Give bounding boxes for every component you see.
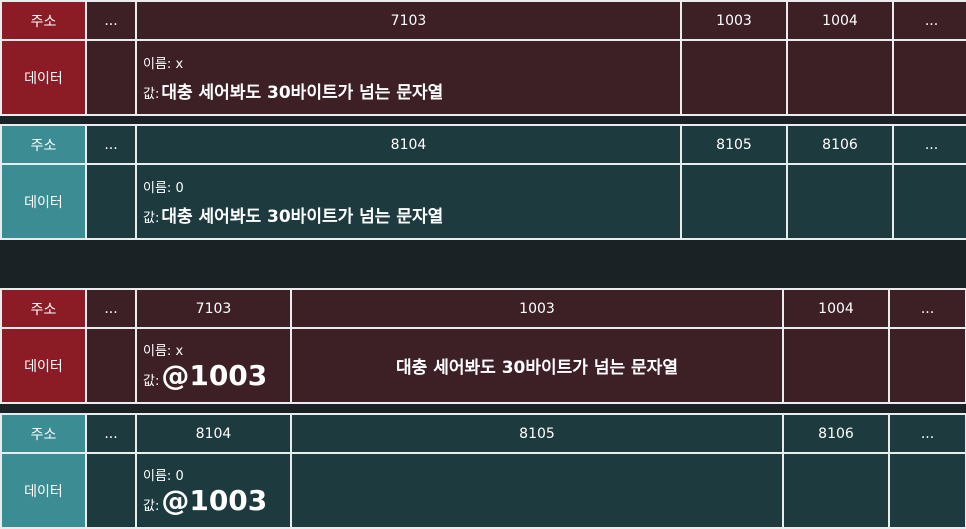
data-empty-right bbox=[894, 165, 966, 238]
data-label: 데이터 bbox=[2, 41, 85, 114]
address-1004: 1004 bbox=[788, 2, 892, 39]
address-ellipsis-right: ... bbox=[894, 2, 966, 39]
address-1003: 1003 bbox=[682, 2, 786, 39]
data-label: 데이터 bbox=[2, 454, 85, 527]
memory-table-1: 주소 ... 7103 1003 1004 ... 데이터 이름: x 값: 대충… bbox=[0, 0, 966, 116]
variable-name: 이름: x bbox=[143, 344, 184, 359]
data-empty-2 bbox=[784, 329, 888, 402]
variable-pointer: 값: @1003 bbox=[143, 359, 268, 392]
data-empty-left bbox=[87, 165, 135, 238]
variable-value: 값: 대충 세어봐도 30바이트가 넘는 문자열 bbox=[143, 82, 444, 103]
variable-cell: 이름: x 값: 대충 세어봐도 30바이트가 넘는 문자열 bbox=[137, 41, 680, 114]
address-ellipsis-right: ... bbox=[894, 126, 966, 163]
address-ellipsis-left: ... bbox=[87, 415, 135, 452]
data-empty-left bbox=[87, 41, 135, 114]
data-label: 데이터 bbox=[2, 329, 85, 402]
address-ellipsis-right: ... bbox=[890, 415, 965, 452]
string-data: 대충 세어봐도 30바이트가 넘는 문자열 bbox=[292, 329, 782, 402]
data-empty-right bbox=[890, 329, 965, 402]
address-label: 주소 bbox=[2, 415, 85, 452]
address-label: 주소 bbox=[2, 2, 85, 39]
variable-name: 이름: 0 bbox=[143, 469, 184, 484]
data-empty-left bbox=[87, 454, 135, 527]
data-empty-2 bbox=[788, 165, 892, 238]
address-1004: 1004 bbox=[784, 290, 888, 327]
address-8104: 8104 bbox=[137, 415, 290, 452]
address-1003: 1003 bbox=[292, 290, 782, 327]
data-empty-2 bbox=[788, 41, 892, 114]
variable-name: 이름: 0 bbox=[143, 180, 184, 196]
memory-table-2: 주소 ... 8104 8105 8106 ... 데이터 이름: 0 값: 대충… bbox=[0, 124, 966, 240]
address-label: 주소 bbox=[2, 290, 85, 327]
data-empty-1 bbox=[682, 41, 786, 114]
data-empty-left bbox=[87, 329, 135, 402]
address-ellipsis-left: ... bbox=[87, 126, 135, 163]
data-empty-1 bbox=[682, 165, 786, 238]
address-7103: 7103 bbox=[137, 2, 680, 39]
address-ellipsis-left: ... bbox=[87, 290, 135, 327]
address-8105: 8105 bbox=[682, 126, 786, 163]
address-8105: 8105 bbox=[292, 415, 782, 452]
variable-cell: 이름: 0 값: 대충 세어봐도 30바이트가 넘는 문자열 bbox=[137, 165, 680, 238]
data-empty-right bbox=[890, 454, 965, 527]
address-ellipsis-left: ... bbox=[87, 2, 135, 39]
address-label: 주소 bbox=[2, 126, 85, 163]
data-empty-2 bbox=[784, 454, 888, 527]
variable-pointer: 값: @1003 bbox=[143, 484, 268, 517]
address-7103: 7103 bbox=[137, 290, 290, 327]
memory-table-4: 주소 ... 8104 8105 8106 ... 데이터 이름: 0 값: @1… bbox=[0, 413, 966, 529]
data-empty-1 bbox=[292, 454, 782, 527]
variable-cell: 이름: 0 값: @1003 bbox=[137, 454, 290, 527]
variable-name: 이름: x bbox=[143, 56, 184, 72]
address-8106: 8106 bbox=[784, 415, 888, 452]
variable-cell: 이름: x 값: @1003 bbox=[137, 329, 290, 402]
address-ellipsis-right: ... bbox=[890, 290, 965, 327]
variable-value: 값: 대충 세어봐도 30바이트가 넘는 문자열 bbox=[143, 206, 444, 227]
address-8104: 8104 bbox=[137, 126, 680, 163]
memory-table-3: 주소 ... 7103 1003 1004 ... 데이터 이름: x 값: @1… bbox=[0, 288, 966, 404]
address-8106: 8106 bbox=[788, 126, 892, 163]
data-empty-right bbox=[894, 41, 966, 114]
data-label: 데이터 bbox=[2, 165, 85, 238]
